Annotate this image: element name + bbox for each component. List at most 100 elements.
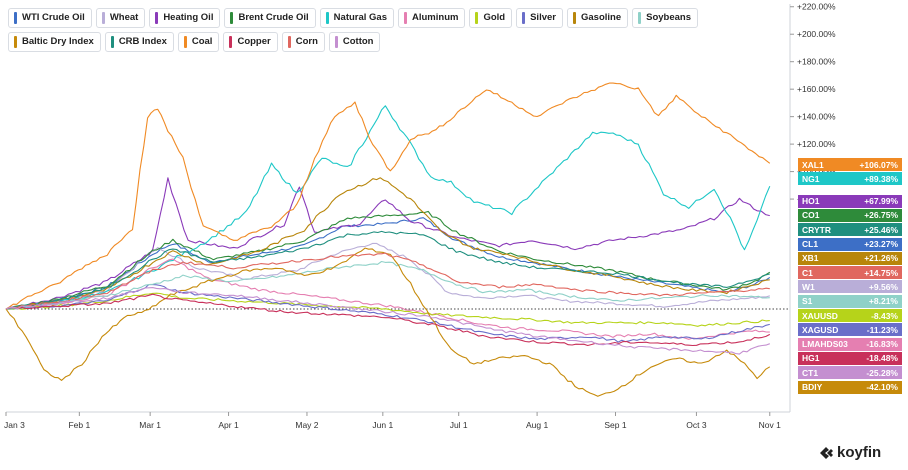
legend-item-cl1[interactable]: WTI Crude Oil: [8, 8, 92, 28]
legend-swatch: [183, 36, 187, 48]
legend-label: Gasoline: [580, 12, 622, 23]
legend-label: Heating Oil: [163, 12, 214, 23]
value-tag-xauusd: XAUUSD -8.43%: [798, 309, 902, 322]
value-tag-value: +67.99%: [864, 196, 898, 207]
legend-label: Coal: [191, 36, 213, 47]
series-line-ct1: [5, 287, 770, 355]
value-tag-ticker: LMAHDS03: [802, 339, 848, 350]
legend-label: Corn: [295, 36, 318, 47]
value-tag-hg1: HG1 -18.48%: [798, 351, 902, 365]
legend-label: Natural Gas: [333, 12, 387, 23]
value-tag-bdiy: BDIY -42.10%: [798, 380, 902, 394]
value-tag-ticker: CL1: [802, 239, 819, 249]
legend-label: Copper: [237, 36, 271, 47]
x-tick-label: Jul 1: [450, 420, 468, 430]
legend-item-xagusd[interactable]: Silver: [516, 8, 563, 28]
value-tag-value: -42.10%: [866, 382, 898, 392]
legend-item-lmahds03[interactable]: Aluminum: [398, 8, 466, 28]
value-tag-ticker: HO1: [802, 196, 820, 207]
legend-label: Wheat: [109, 12, 139, 23]
legend-label: Brent Crude Oil: [238, 12, 309, 23]
value-tag-ct1: CT1 -25.28%: [798, 366, 902, 380]
legend-item-bdiy[interactable]: Baltic Dry Index: [8, 32, 101, 52]
value-tag-lmahds03: LMAHDS03 -16.83%: [798, 337, 902, 351]
legend-item-ng1[interactable]: Natural Gas: [319, 8, 394, 28]
series-line-crytr: [5, 230, 770, 310]
value-tag-value: +14.75%: [864, 267, 898, 278]
legend-item-s1[interactable]: Soybeans: [632, 8, 698, 28]
series-line-hg1: [5, 293, 771, 347]
series-line-co1: [5, 210, 771, 310]
value-tag-xagusd: XAGUSD -11.23%: [798, 323, 902, 337]
y-tick-label: +100.00%: [797, 167, 836, 177]
value-tag-s1: S1 +8.21%: [798, 294, 902, 308]
value-tag-ticker: NG1: [802, 173, 820, 184]
x-tick-label: May 2: [295, 420, 318, 430]
legend-swatch: [14, 36, 17, 48]
legend-item-hg1[interactable]: Copper: [223, 32, 278, 52]
legend-swatch: [230, 12, 234, 24]
legend-item-w1[interactable]: Wheat: [95, 8, 146, 28]
value-tag-value: -11.23%: [866, 324, 898, 335]
series-line-xal1: [5, 82, 771, 310]
legend-swatch: [14, 12, 17, 24]
legend-item-co1[interactable]: Brent Crude Oil: [224, 8, 316, 28]
value-tag-ticker: CO1: [802, 210, 820, 221]
series-line-w1: [5, 242, 770, 310]
legend-label: WTI Crude Oil: [22, 12, 85, 23]
value-tag-value: -16.83%: [866, 339, 898, 350]
legend-label: Aluminum: [412, 12, 459, 23]
value-tag-ticker: XAGUSD: [802, 324, 839, 335]
value-tag-value: +89.38%: [864, 173, 898, 184]
value-tag-value: +23.27%: [864, 239, 898, 249]
value-tag-ho1: HO1 +67.99%: [798, 194, 902, 208]
x-tick-label: Nov 1: [759, 420, 781, 430]
series-line-c1: [5, 252, 770, 310]
series-line-ho1: [5, 177, 770, 310]
legend-swatch: [522, 12, 526, 24]
legend-swatch: [101, 12, 105, 24]
x-tick-label: Jun 1: [372, 420, 393, 430]
value-tag-value: +21.26%: [864, 253, 898, 264]
legend-label: Cotton: [342, 36, 374, 47]
legend-item-xal1[interactable]: Coal: [177, 32, 220, 52]
x-tick-label: Feb 1: [68, 420, 90, 430]
value-tag-cl1: CL1 +23.27%: [798, 237, 902, 251]
value-tag-ng1: NG1 +89.38%: [798, 172, 902, 186]
series-line-xauusd: [5, 292, 770, 327]
legend-swatch: [325, 12, 329, 24]
series-line-xagusd: [5, 283, 770, 343]
brand-name: koyfin: [837, 444, 882, 461]
value-tag-ticker: HG1: [802, 353, 820, 364]
y-tick-label: +140.00%: [797, 112, 836, 122]
legend-swatch: [404, 12, 407, 24]
legend: WTI Crude Oil Wheat Heating Oil Brent Crude…: [8, 8, 788, 52]
legend-item-xauusd[interactable]: Gold: [469, 8, 513, 28]
value-tag-ticker: C1: [802, 267, 813, 278]
value-tag-value: +26.75%: [864, 210, 898, 221]
legend-item-c1[interactable]: Corn: [281, 32, 325, 52]
value-tag-value: +25.46%: [864, 224, 898, 235]
series-line-xb1: [5, 177, 770, 310]
value-tag-ticker: S1: [802, 296, 813, 307]
value-tag-c1: C1 +14.75%: [798, 266, 902, 280]
y-tick-label: +180.00%: [797, 57, 836, 67]
value-tag-ticker: XAL1: [802, 159, 824, 170]
value-tag-value: +106.07%: [859, 159, 898, 170]
value-tag-ticker: XB1: [802, 253, 819, 264]
value-tag-xb1: XB1 +21.26%: [798, 251, 902, 265]
legend-item-ct1[interactable]: Cotton: [328, 32, 381, 52]
legend-item-xb1[interactable]: Gasoline: [566, 8, 629, 28]
series-line-bdiy: [5, 247, 771, 397]
legend-item-ho1[interactable]: Heating Oil: [149, 8, 221, 28]
legend-swatch: [334, 36, 338, 48]
legend-label: Silver: [530, 12, 556, 23]
value-tag-xal1: XAL1 +106.07%: [798, 158, 902, 171]
legend-label: Soybeans: [646, 12, 691, 23]
series-line-s1: [5, 260, 770, 310]
legend-item-crytr[interactable]: CRB Index: [104, 32, 174, 52]
legend-swatch: [229, 36, 233, 48]
legend-swatch: [475, 12, 479, 24]
legend-swatch: [287, 36, 291, 48]
